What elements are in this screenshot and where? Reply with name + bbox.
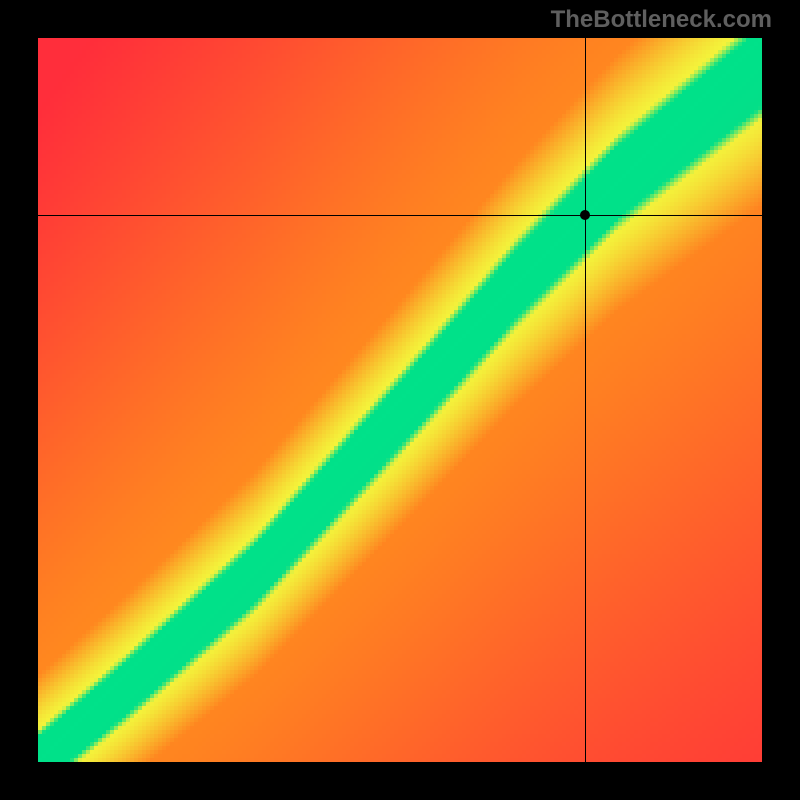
bottleneck-heatmap [38, 38, 762, 762]
chart-container: TheBottleneck.com [0, 0, 800, 800]
watermark-text: TheBottleneck.com [551, 6, 772, 34]
